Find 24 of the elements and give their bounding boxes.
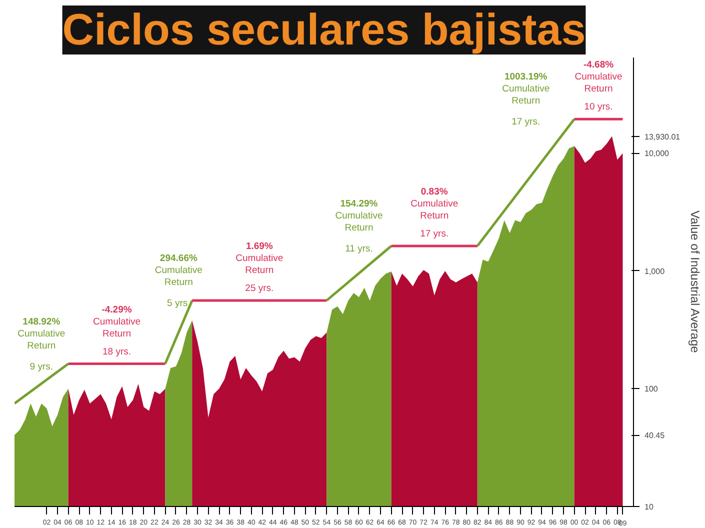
y-tick-label: 100 [644,384,658,394]
y-tick-label: 40.45 [644,431,666,440]
annotation: -4.29% Cumulative Return [93,304,141,340]
annotation: 1003.19% Cumulative Return [502,72,550,107]
annotation: -4.68% Cumulative Return [574,60,622,95]
annotation: 17 yrs. [420,228,449,240]
annotation: 18 yrs. [102,346,132,358]
annotation: 17 yrs. [512,116,540,128]
y-tick-label: 13,930.01 [644,132,681,142]
chart-title: Ciclos seculares bajistas [62,6,586,54]
annotation: 148.92% Cumulative Return [18,316,66,352]
annotation: 25 yrs. [245,282,274,294]
y-axis-title: Value of Industrial Average [688,210,702,354]
y-tick-label: 10 [644,502,654,512]
y-tick-label: 1,000 [644,266,666,276]
annotation: 9 yrs. [30,361,54,372]
annotation: 154.29% Cumulative Return [335,198,383,234]
y-tick-label: 10,000 [644,149,670,158]
annotation: 11 yrs. [345,244,373,254]
annotation: 0.83% Cumulative Return [410,186,458,222]
annotation: 5 yrs. [167,298,190,309]
annotation: 294.66% Cumulative Return [154,252,202,288]
annotation: 10 yrs. [584,102,613,113]
annotation: 1.69% Cumulative Return [236,240,284,276]
